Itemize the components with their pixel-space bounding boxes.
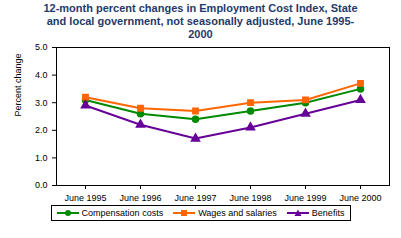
svg-text:June 1997: June 1997 [174, 193, 216, 203]
svg-text:2.0: 2.0 [35, 125, 48, 135]
svg-text:3.0: 3.0 [35, 98, 48, 108]
html-text:Benefits: Benefits [311, 208, 345, 218]
svg-text:Percent change: Percent change [13, 53, 23, 116]
svg-text:1.0: 1.0 [35, 153, 48, 163]
svg-text:June 1996: June 1996 [119, 193, 161, 203]
svg-text:June 2000: June 2000 [339, 193, 381, 203]
svg-text:4.0: 4.0 [35, 70, 48, 80]
svg-text:June 1999: June 1999 [284, 193, 326, 203]
html-text:Compensation costs: Compensation costs [81, 208, 164, 218]
html-text:12-month percent changes in Em: 12-month percent changes in Employment C… [43, 2, 358, 40]
html-text:Wages and salaries: Wages and salaries [198, 208, 277, 218]
svg-text:June 1998: June 1998 [229, 193, 271, 203]
svg-text:5.0: 5.0 [35, 42, 48, 52]
svg-text:June 1995: June 1995 [64, 193, 106, 203]
svg-text:0.0: 0.0 [35, 180, 48, 190]
